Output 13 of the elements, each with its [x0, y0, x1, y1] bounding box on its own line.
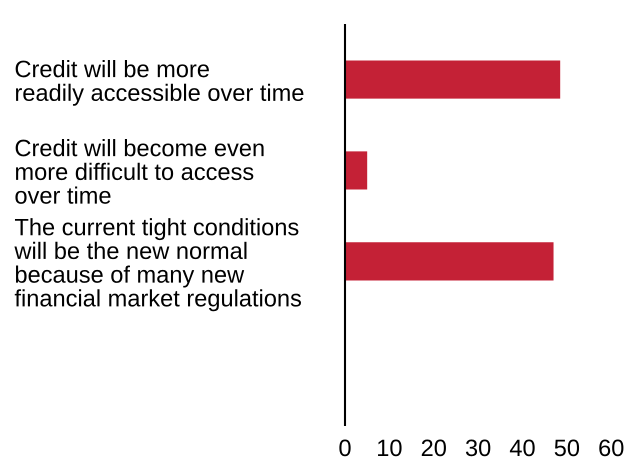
x-tick-label: 0: [339, 440, 351, 456]
x-tick-label: 50: [554, 440, 580, 456]
x-tick-label: 20: [422, 440, 446, 456]
y-tick-label: Credit will become even more difficult to access over time: [15, 139, 264, 204]
bar: [345, 151, 368, 190]
bar: [345, 60, 560, 99]
x-tick-label: 60: [599, 440, 624, 456]
bar: [345, 242, 554, 280]
x-tick-label: 10: [378, 440, 402, 456]
x-tick-label: 30: [466, 440, 490, 456]
y-tick-label: Credit will be more readily accessible over time: [16, 60, 304, 106]
x-tick-label: 40: [510, 440, 535, 456]
y-tick-label: The current tight conditions will be the new normal because of many new financial market regulations: [14, 218, 302, 312]
